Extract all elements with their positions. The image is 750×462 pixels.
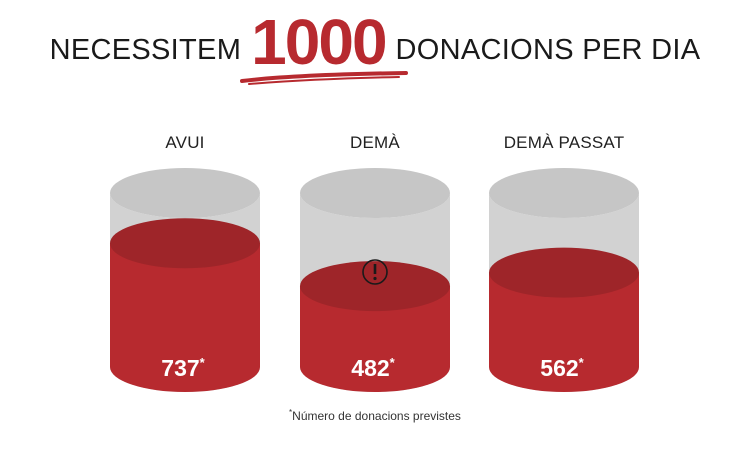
cylinder-top-1 bbox=[300, 168, 450, 218]
cylinder-fill-top-0 bbox=[110, 218, 260, 269]
category-label-1: DEMÀ bbox=[350, 133, 400, 152]
value-asterisk-2: * bbox=[579, 355, 585, 370]
cylinder-fill-top-1 bbox=[300, 261, 450, 312]
headline-suffix: DONACIONS PER DIA bbox=[395, 34, 701, 66]
cylinder-fill-0 bbox=[110, 243, 260, 392]
value-label-0: 737* bbox=[161, 355, 205, 381]
headline: NECESSITEM 1000 DONACIONS PER DIA bbox=[0, 6, 750, 85]
category-label-0: AVUI bbox=[165, 133, 205, 152]
cylinder-top-0 bbox=[110, 168, 260, 218]
brush-underline bbox=[240, 71, 409, 85]
headline-number: 1000 bbox=[251, 6, 387, 78]
footnote-text: Número de donacions previstes bbox=[292, 409, 461, 423]
category-label-2: DEMÀ PASSAT bbox=[503, 133, 625, 152]
headline-number-wrap: 1000 bbox=[240, 6, 409, 85]
headline-prefix: NECESSITEM bbox=[49, 34, 242, 66]
cylinder-top-2 bbox=[489, 168, 639, 218]
warning-icon bbox=[362, 259, 388, 285]
footnote-mark: * bbox=[289, 408, 293, 417]
value-label-2: 562* bbox=[540, 355, 584, 381]
value-asterisk-1: * bbox=[390, 355, 396, 370]
cylinder-fill-top-2 bbox=[489, 247, 639, 298]
cylinder-fill-1 bbox=[300, 286, 450, 392]
value-asterisk-0: * bbox=[200, 355, 206, 370]
value-label-1: 482* bbox=[351, 355, 395, 381]
footnote: *Número de donacions previstes bbox=[0, 408, 750, 423]
cylinder-fill-2 bbox=[489, 272, 639, 392]
